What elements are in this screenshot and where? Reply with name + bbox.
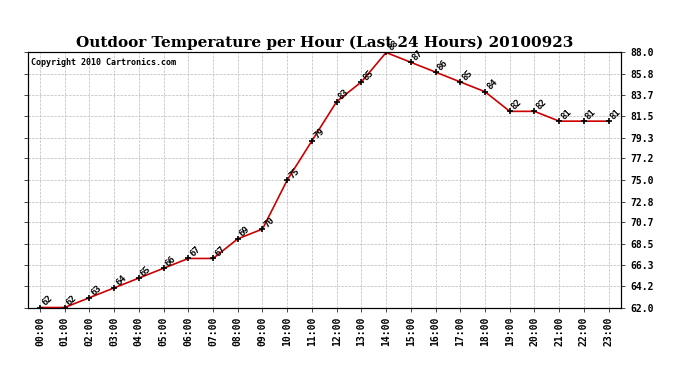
Text: 82: 82 xyxy=(535,98,549,111)
Text: 63: 63 xyxy=(90,284,104,298)
Text: 79: 79 xyxy=(312,127,326,141)
Text: 75: 75 xyxy=(287,166,301,180)
Text: 81: 81 xyxy=(559,107,573,121)
Text: 86: 86 xyxy=(435,58,449,72)
Text: 82: 82 xyxy=(510,98,524,111)
Text: 62: 62 xyxy=(40,294,54,308)
Text: 83: 83 xyxy=(337,88,351,102)
Title: Outdoor Temperature per Hour (Last 24 Hours) 20100923: Outdoor Temperature per Hour (Last 24 Ho… xyxy=(76,36,573,50)
Text: 84: 84 xyxy=(485,78,499,92)
Text: 67: 67 xyxy=(188,244,202,258)
Text: 88: 88 xyxy=(386,39,400,53)
Text: 66: 66 xyxy=(164,254,177,268)
Text: 81: 81 xyxy=(584,107,598,121)
Text: 81: 81 xyxy=(609,107,622,121)
Text: 62: 62 xyxy=(65,294,79,308)
Text: 70: 70 xyxy=(262,215,277,229)
Text: 85: 85 xyxy=(362,68,375,82)
Text: 64: 64 xyxy=(114,274,128,288)
Text: Copyright 2010 Cartronics.com: Copyright 2010 Cartronics.com xyxy=(30,58,175,67)
Text: 67: 67 xyxy=(213,244,227,258)
Text: 65: 65 xyxy=(139,264,152,278)
Text: 87: 87 xyxy=(411,48,425,62)
Text: 69: 69 xyxy=(238,225,252,239)
Text: 85: 85 xyxy=(460,68,474,82)
